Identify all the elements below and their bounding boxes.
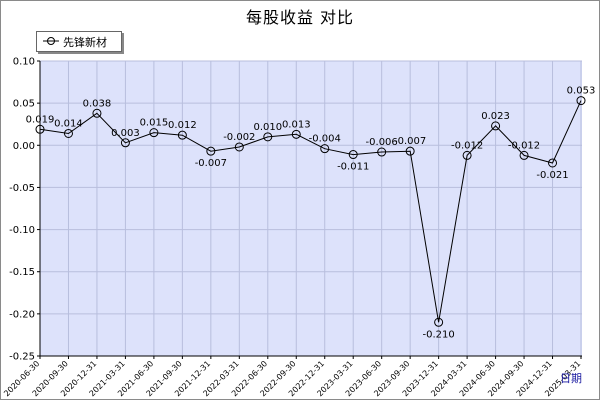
data-point [548, 158, 558, 168]
data-label: 0.023 [481, 111, 510, 122]
y-tick-label: 0.00 [13, 141, 35, 152]
data-label: -0.011 [337, 162, 369, 173]
data-label: -0.006 [366, 137, 398, 148]
data-label: 0.038 [83, 98, 112, 109]
series-line [39, 100, 582, 323]
y-tick-label: -0.20 [9, 309, 35, 320]
data-point [462, 150, 472, 160]
data-point [405, 146, 415, 156]
data-label: -0.007 [394, 136, 426, 147]
y-tick-label: 0.10 [13, 57, 35, 68]
data-label: 0.012 [168, 120, 197, 131]
data-point [519, 150, 529, 160]
chart-title: 每股收益 对比 [245, 8, 355, 27]
data-label: 0.010 [253, 122, 282, 133]
data-point [35, 124, 45, 134]
data-point [491, 121, 501, 131]
legend: 先锋新材 [36, 31, 122, 52]
data-point [434, 317, 444, 327]
legend-marker-icon [43, 37, 59, 45]
y-tick-label: -0.15 [9, 267, 35, 278]
data-label: -0.210 [423, 329, 455, 340]
legend-label: 先锋新材 [63, 36, 107, 49]
data-point [377, 147, 387, 157]
x-axis-title: 日期 [560, 372, 582, 385]
plot-area [40, 61, 582, 356]
data-point [263, 132, 273, 142]
data-point [348, 150, 358, 160]
data-point [320, 144, 330, 154]
data-point [92, 108, 102, 118]
y-tick-label: 0.05 [13, 99, 35, 110]
y-tick-label: -0.25 [9, 352, 35, 363]
data-label: -0.021 [536, 170, 568, 181]
y-tick-label: -0.10 [9, 225, 35, 236]
data-point [291, 129, 301, 139]
data-label: -0.012 [508, 140, 540, 151]
data-point [120, 138, 130, 148]
data-point [63, 128, 73, 138]
data-label: -0.002 [223, 132, 255, 143]
data-label: 0.019 [26, 114, 55, 125]
data-point [234, 142, 244, 152]
data-label: 0.014 [54, 118, 83, 129]
data-label: -0.012 [451, 140, 483, 151]
data-label: -0.007 [195, 158, 227, 169]
data-label: 0.013 [282, 119, 311, 130]
y-tick-label: -0.05 [9, 183, 35, 194]
data-label: 0.003 [111, 128, 140, 139]
data-point [149, 128, 159, 138]
data-label: 0.053 [567, 86, 596, 97]
data-point [177, 130, 187, 140]
data-point [206, 146, 216, 156]
data-label: -0.004 [309, 134, 341, 145]
data-label: 0.015 [140, 118, 169, 129]
data-point [576, 96, 586, 106]
